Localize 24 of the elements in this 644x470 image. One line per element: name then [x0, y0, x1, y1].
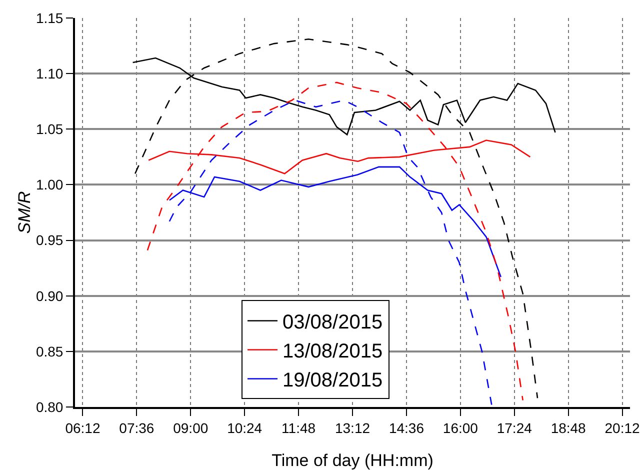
x-axis-title: Time of day (HH:mm)	[272, 451, 434, 470]
y-tick-label: 0.90	[36, 288, 64, 304]
x-tick-label: 14:36	[388, 420, 424, 436]
y-tick-label: 1.10	[36, 65, 64, 82]
y-tick-label: 0.80	[36, 398, 64, 415]
x-tick-label: 13:12	[334, 420, 370, 436]
legend-label: 03/08/2015	[282, 312, 383, 334]
x-tick-label: 10:24	[227, 420, 262, 436]
x-tick-label: 16:00	[442, 420, 478, 436]
x-tick-label: 07:36	[119, 420, 154, 436]
legend-label: 19/08/2015	[282, 370, 383, 392]
x-tick-label: 06:12	[65, 420, 100, 436]
y-tick-label: 0.85	[36, 343, 64, 360]
x-tick-label: 20:12	[604, 420, 640, 436]
x-tick-label: 11:48	[282, 420, 316, 436]
x-tick-label: 17:24	[496, 420, 532, 436]
y-tick-label: 0.95	[36, 232, 64, 248]
y-tick-label: 1.00	[36, 176, 64, 193]
y-axis-title: SM/R	[14, 191, 34, 234]
x-tick-label: 18:48	[550, 420, 586, 436]
legend-label: 13/08/2015	[282, 340, 383, 363]
y-tick-label: 1.05	[36, 121, 64, 138]
x-tick-label: 09:00	[173, 420, 208, 436]
y-tick-label: 1.15	[36, 10, 64, 26]
